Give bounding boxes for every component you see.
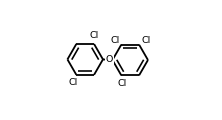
Text: Cl: Cl <box>90 31 99 40</box>
Text: O: O <box>106 55 113 65</box>
Text: Cl: Cl <box>141 36 150 45</box>
Text: Cl: Cl <box>117 79 127 88</box>
Text: Cl: Cl <box>110 36 119 45</box>
Text: Cl: Cl <box>69 78 78 87</box>
